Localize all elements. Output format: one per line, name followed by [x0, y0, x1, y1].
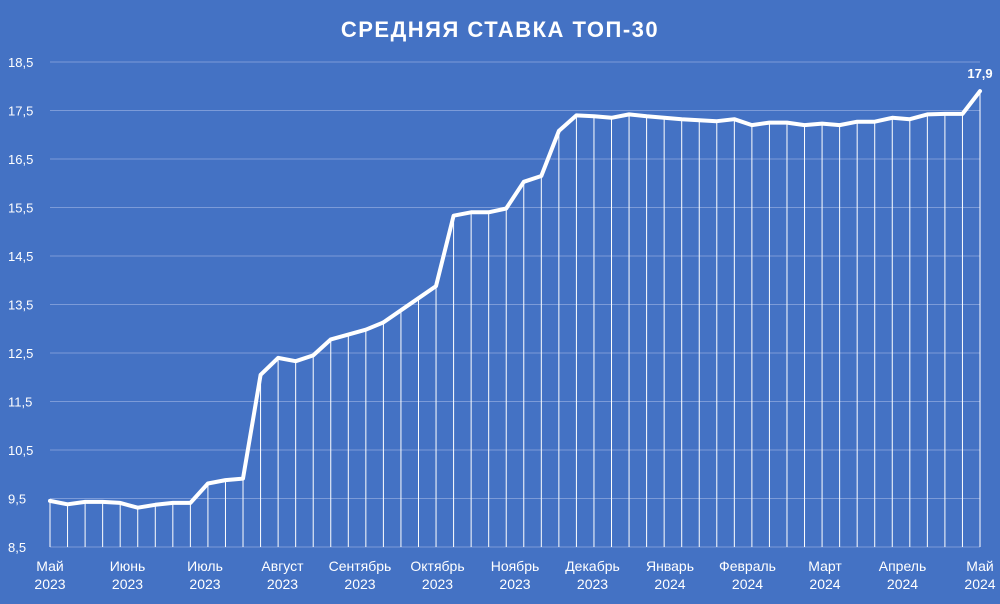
x-tick-year: 2024	[964, 576, 995, 592]
y-tick-label: 10,5	[8, 443, 33, 458]
y-tick-label: 18,5	[8, 55, 33, 70]
x-tick-year: 2024	[732, 576, 763, 592]
x-tick-year: 2023	[189, 576, 220, 592]
y-tick-label: 9,5	[8, 492, 26, 507]
x-tick-month: Июль	[187, 558, 223, 574]
x-tick-month: Август	[261, 558, 304, 574]
x-tick-month: Сентябрь	[329, 558, 392, 574]
x-tick-month: Июнь	[110, 558, 146, 574]
x-tick-year: 2023	[422, 576, 453, 592]
y-tick-label: 17,5	[8, 104, 33, 119]
x-tick-year: 2023	[344, 576, 375, 592]
x-tick-month: Январь	[646, 558, 694, 574]
x-tick-month: Май	[36, 558, 63, 574]
x-tick-year: 2024	[654, 576, 685, 592]
y-tick-label: 13,5	[8, 298, 33, 313]
y-tick-label: 14,5	[8, 249, 33, 264]
y-tick-label: 16,5	[8, 152, 33, 167]
x-tick-month: Ноябрь	[491, 558, 540, 574]
x-tick-year: 2023	[499, 576, 530, 592]
x-tick-year: 2023	[577, 576, 608, 592]
x-tick-year: 2023	[34, 576, 65, 592]
chart-title: СРЕДНЯЯ СТАВКА ТОП-30	[340, 17, 660, 42]
x-tick-year: 2023	[112, 576, 143, 592]
x-tick-year: 2024	[887, 576, 918, 592]
x-tick-month: Май	[966, 558, 993, 574]
x-tick-year: 2023	[267, 576, 298, 592]
x-tick-month: Декабрь	[565, 558, 620, 574]
x-tick-month: Март	[808, 558, 842, 574]
data-label: 17,9	[967, 66, 992, 81]
x-tick-month: Октябрь	[410, 558, 464, 574]
series-line	[48, 89, 982, 510]
x-tick-month: Февраль	[719, 558, 776, 574]
y-tick-label: 12,5	[8, 346, 33, 361]
x-tick-year: 2024	[809, 576, 840, 592]
y-tick-label: 11,5	[8, 395, 32, 410]
y-tick-label: 8,5	[8, 540, 26, 555]
x-tick-month: Апрель	[879, 558, 927, 574]
y-tick-label: 15,5	[8, 201, 33, 216]
